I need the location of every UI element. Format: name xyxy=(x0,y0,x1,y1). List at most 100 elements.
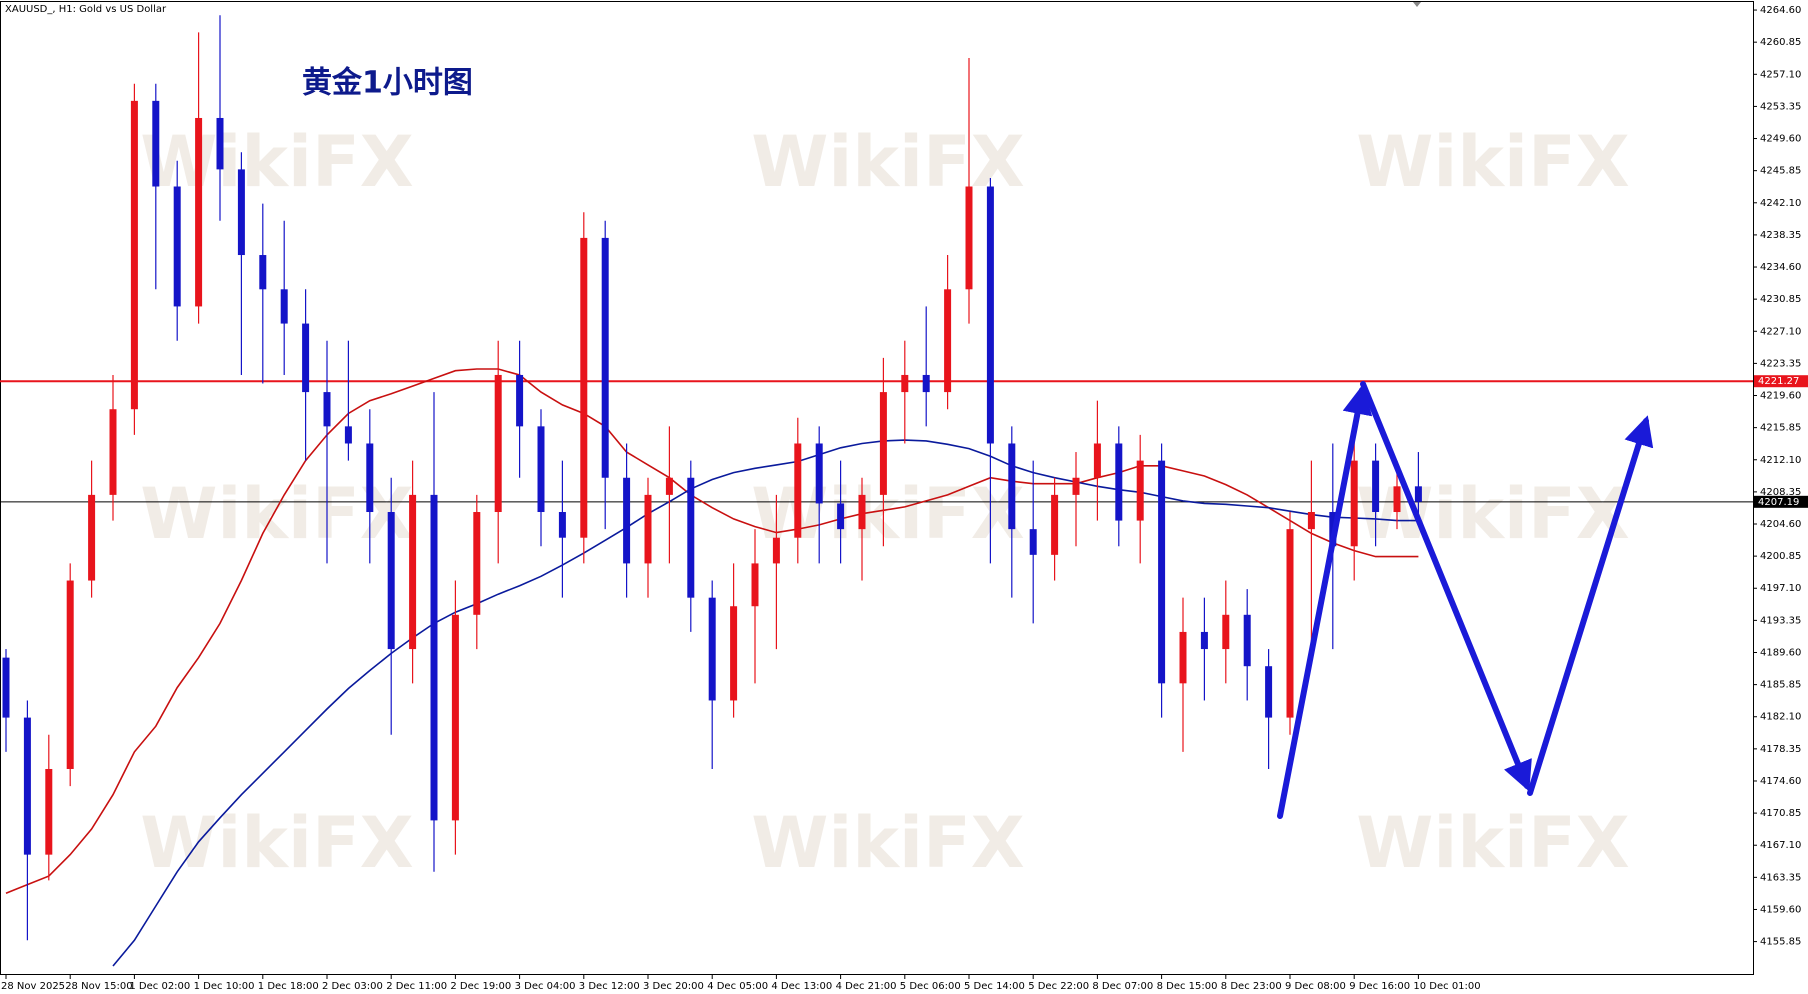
price-label: 4221.27 xyxy=(1758,376,1799,387)
candle-body xyxy=(280,289,288,324)
x-tick-label: 3 Dec 04:00 xyxy=(515,981,576,992)
candle-body xyxy=(965,186,973,290)
candle-body xyxy=(387,512,395,650)
candle-body xyxy=(558,512,566,538)
candle-body xyxy=(730,606,738,701)
y-tick-label: 4249.60 xyxy=(1760,134,1801,145)
x-tick-label: 5 Dec 22:00 xyxy=(1028,981,1089,992)
candle-body xyxy=(708,597,716,701)
candle-body xyxy=(1372,460,1380,513)
candle-body xyxy=(623,477,631,564)
candle-body xyxy=(130,100,138,410)
moving-average xyxy=(112,439,1419,967)
y-tick-label: 4167.10 xyxy=(1760,840,1801,851)
y-tick-label: 4163.35 xyxy=(1760,872,1801,883)
candle-body xyxy=(473,512,481,615)
y-tick-label: 4260.85 xyxy=(1760,37,1801,48)
candle-body xyxy=(1222,614,1230,650)
y-tick-label: 4257.10 xyxy=(1760,69,1801,80)
x-tick-label: 1 Dec 18:00 xyxy=(258,981,319,992)
x-tick-label: 9 Dec 16:00 xyxy=(1349,981,1410,992)
x-tick-label: 3 Dec 12:00 xyxy=(579,981,640,992)
candle-body xyxy=(665,477,673,495)
y-tick-label: 4245.85 xyxy=(1760,166,1801,177)
candle-body xyxy=(195,117,203,307)
candle-body xyxy=(1115,443,1123,521)
candle-body xyxy=(66,580,74,769)
candle-body xyxy=(922,374,930,393)
y-tick-label: 4197.10 xyxy=(1760,583,1801,594)
x-tick-label: 2 Dec 03:00 xyxy=(322,981,383,992)
watermarks: WikiFX WikiFX WikiFX WikiFX WikiFX WikiFX Wiki… xyxy=(140,121,1630,884)
candle-body xyxy=(1393,486,1401,513)
candle-body xyxy=(237,169,245,256)
arrow xyxy=(1277,384,1373,819)
candle-body xyxy=(837,503,845,530)
y-tick-label: 4234.60 xyxy=(1760,262,1801,273)
candle-body xyxy=(152,100,160,187)
shift-marker xyxy=(1413,2,1421,7)
chart-title: XAUUSD_, H1: Gold vs US Dollar xyxy=(5,4,167,15)
y-tick-label: 4170.85 xyxy=(1760,808,1801,819)
price-label-box xyxy=(1754,375,1808,388)
candle-body xyxy=(794,443,802,538)
price-label-box xyxy=(1754,495,1808,508)
candle-body xyxy=(323,392,331,427)
annotation: 黄金1小时图 xyxy=(302,66,473,101)
y-tick-label: 4227.10 xyxy=(1760,326,1801,337)
candle-body xyxy=(687,477,695,598)
y-tick-label: 4178.35 xyxy=(1760,744,1801,755)
candle-body xyxy=(259,255,267,290)
candle-body xyxy=(986,186,994,444)
x-tick-label: 8 Dec 15:00 xyxy=(1157,981,1218,992)
plot-frame xyxy=(0,1,1754,975)
candle-body xyxy=(580,237,588,538)
watermark: WikiFX xyxy=(751,473,1025,555)
candle-body xyxy=(815,443,823,504)
forecast-arrows xyxy=(1277,381,1654,819)
candle-body xyxy=(109,409,117,495)
y-tick-label: 4212.10 xyxy=(1760,455,1801,466)
price-label: 4207.19 xyxy=(1758,497,1799,508)
candle-body xyxy=(901,374,909,393)
candle-body xyxy=(216,117,224,170)
y-tick-label: 4159.60 xyxy=(1760,904,1801,915)
candle-body xyxy=(344,426,352,444)
candle-body xyxy=(644,494,652,564)
y-tick-label: 4264.60 xyxy=(1760,5,1801,16)
candle-body xyxy=(1051,494,1059,555)
candle-body xyxy=(1029,529,1037,555)
candle-body xyxy=(1350,460,1358,547)
candle-body xyxy=(409,494,417,650)
candle-body xyxy=(45,768,53,855)
y-tick-label: 4230.85 xyxy=(1760,294,1801,305)
candle-body xyxy=(1286,529,1294,718)
candle-body xyxy=(2,657,10,718)
candle-body xyxy=(451,614,459,821)
candle-body xyxy=(1093,443,1101,478)
candle-body xyxy=(1307,512,1315,530)
x-tick-label: 4 Dec 05:00 xyxy=(707,981,768,992)
y-tick-label: 4238.35 xyxy=(1760,230,1801,241)
y-tick-label: 4242.10 xyxy=(1760,198,1801,209)
candle-body xyxy=(516,374,524,427)
candle-body xyxy=(751,563,759,607)
x-tick-label: 28 Nov 15:00 xyxy=(65,981,132,992)
y-tick-label: 4204.60 xyxy=(1760,519,1801,530)
watermark: WikiFX xyxy=(751,121,1025,203)
candle-body xyxy=(601,237,609,478)
x-tick-label: 8 Dec 07:00 xyxy=(1092,981,1153,992)
candle-body xyxy=(1136,460,1144,521)
candle-body xyxy=(879,392,887,495)
candle-body xyxy=(366,443,374,513)
y-tick-label: 4155.85 xyxy=(1760,937,1801,948)
candle-body xyxy=(1414,486,1422,502)
y-tick-label: 4223.35 xyxy=(1760,358,1801,369)
watermark: WikiFX xyxy=(1356,802,1630,884)
y-tick-label: 4185.85 xyxy=(1760,680,1801,691)
candle-body xyxy=(1072,477,1080,495)
candle-body xyxy=(494,374,502,513)
y-tick-label: 4189.60 xyxy=(1760,647,1801,658)
x-tick-label: 2 Dec 19:00 xyxy=(450,981,511,992)
x-tick-label: 3 Dec 20:00 xyxy=(643,981,704,992)
